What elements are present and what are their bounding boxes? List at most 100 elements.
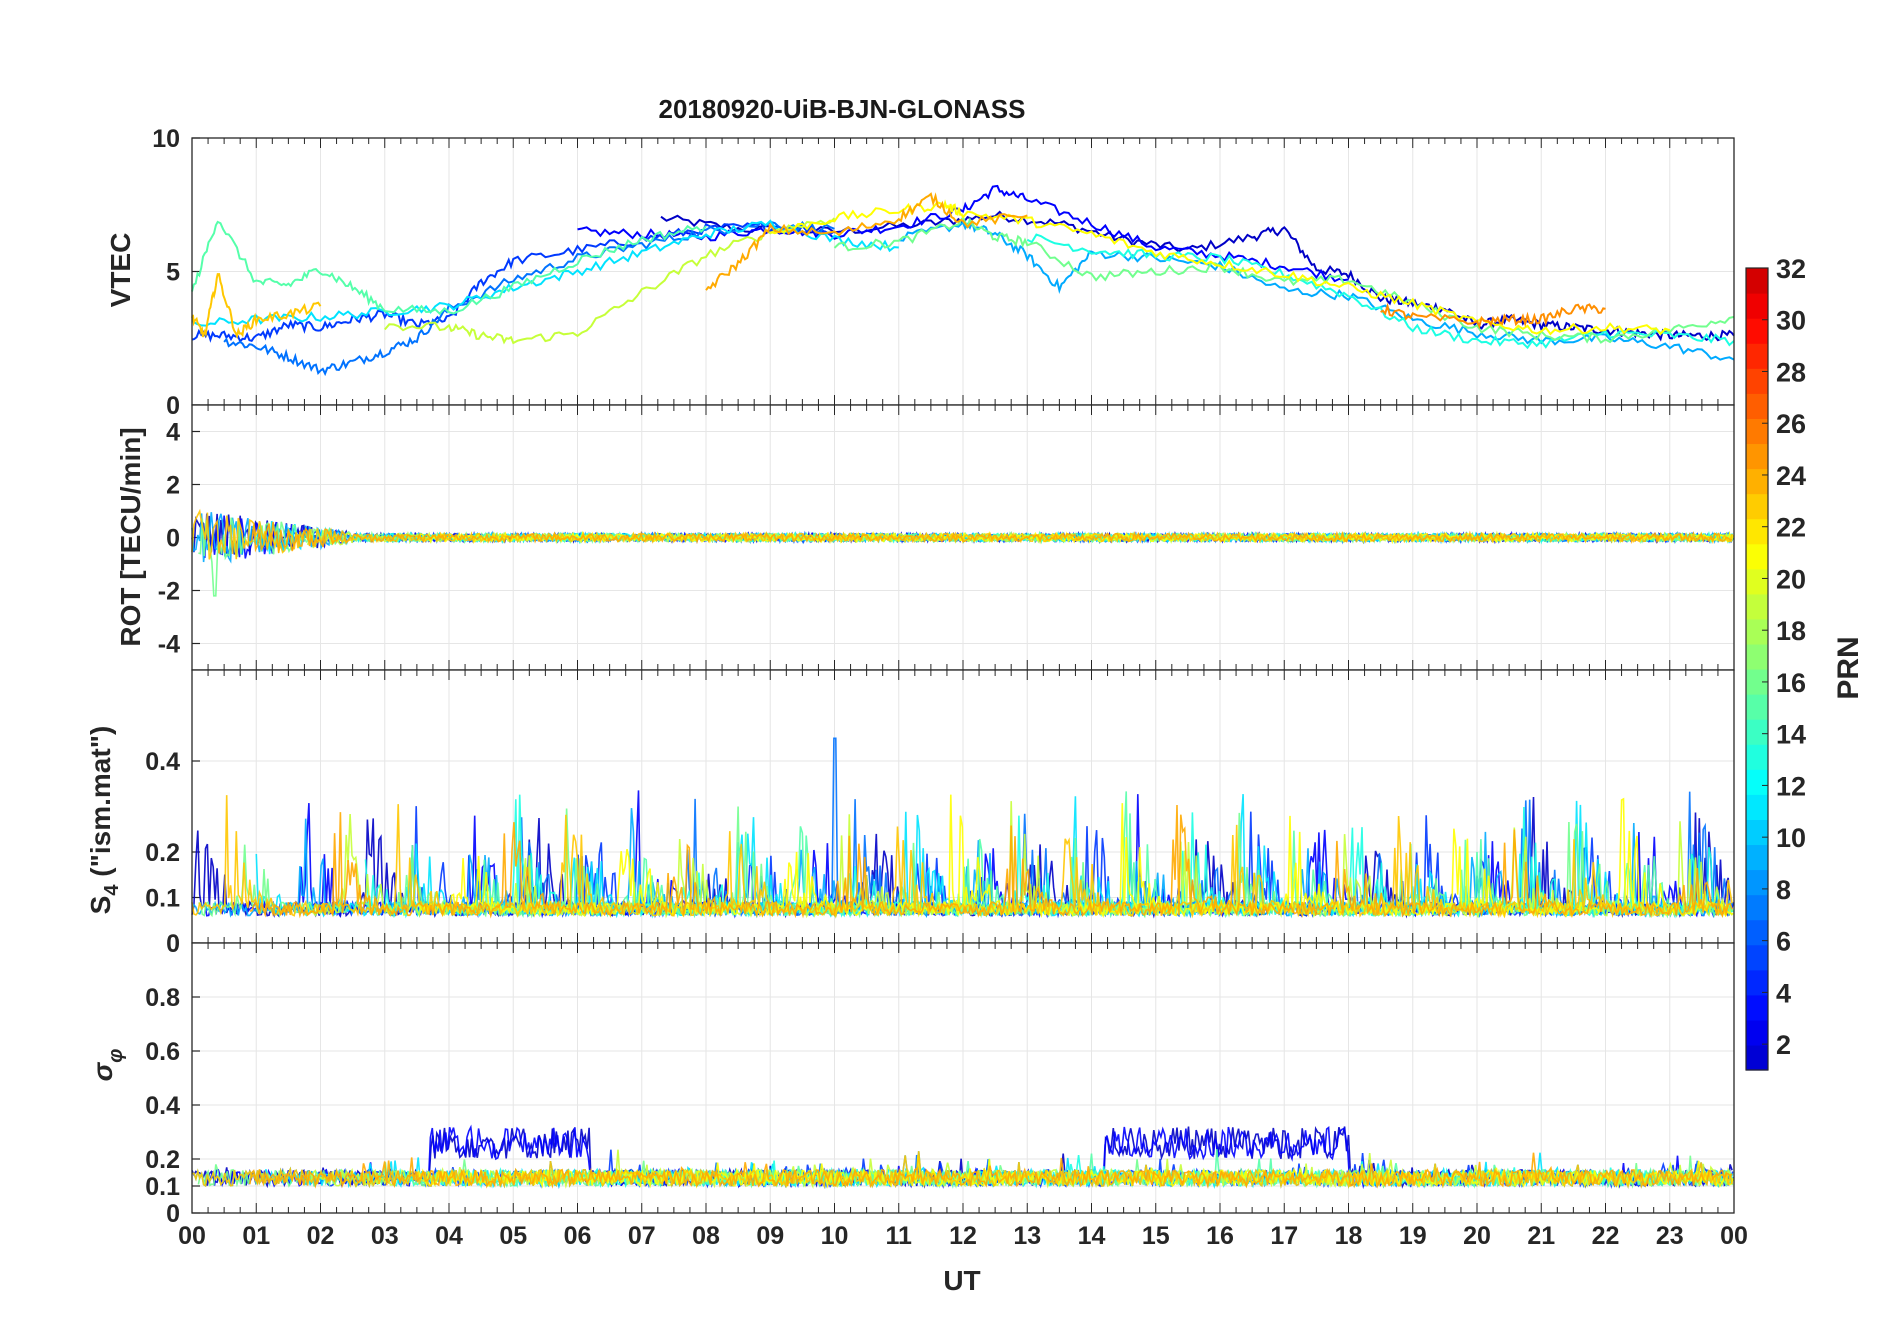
vtec-series-prn-19 [384,217,836,345]
vtec-series-prn-16 [833,215,1735,344]
x-tick-label: 14 [1078,1222,1106,1250]
x-tick-label: 11 [886,1222,913,1250]
colorbar-segment [1746,694,1768,720]
rot-panel: -4 -2 0 2 4 [158,404,1735,671]
x-tick-label: 17 [1270,1222,1298,1250]
colorbar-tick-label: 22 [1776,513,1806,543]
colorbar-segment [1746,368,1768,394]
rot-axis-label: ROT [TECU/min] [115,427,146,646]
vtec-series-prn-25 [1380,302,1606,330]
sigma-phi-series-prn-23 [191,1151,1733,1190]
vtec-series-prn-13 [1026,233,1735,350]
colorbar-segment [1746,1019,1768,1046]
vtec-series-prn-21 [770,199,1671,336]
colorbar-segment [1746,393,1768,419]
sigma-phi-ytick-label: 0 [166,1200,180,1228]
x-tick-label: 02 [307,1222,335,1250]
x-axis-label: UT [943,1265,980,1296]
colorbar-segment [1746,669,1768,695]
vtec-ytick-label: 10 [152,125,180,153]
vtec-axis-label: VTEC [105,233,136,308]
colorbar-segment [1746,268,1768,294]
colorbar-tick-label: 26 [1776,409,1806,439]
colorbar-tick-label: 6 [1776,927,1791,957]
colorbar-tick-label: 8 [1776,875,1791,905]
colorbar-segment [1746,568,1768,595]
s4-panel: 0 0.1 0.2 0.4 [145,669,1735,958]
colorbar-segment [1746,343,1768,369]
colorbar-segment [1746,744,1768,770]
vtec-series-group [191,184,1735,377]
rot-series-group [191,508,1735,597]
colorbar-segment [1746,719,1768,745]
rot-ytick-label: -4 [158,631,180,659]
colorbar-segment [1746,468,1768,495]
colorbar-tick-label: 10 [1776,823,1806,853]
x-tick-label: 04 [435,1222,463,1250]
x-axis: 00 01 02 03 04 05 06 07 08 09 10 11 12 13 14 15 16 17 18 19… [178,1222,1748,1250]
vtec-series-prn-15 [191,220,707,316]
colorbar-segment [1746,443,1768,470]
x-tick-label: 09 [756,1222,784,1250]
colorbar-segment [1746,769,1768,795]
s4-series-prn-24 [249,804,1733,919]
s4-ytick-label: 0.4 [145,748,180,776]
colorbar-tick-label: 16 [1776,668,1806,698]
s4-series-group [191,737,1735,919]
colorbar-segment [1746,418,1768,445]
colorbar-tick-label: 12 [1776,771,1806,801]
colorbar-segment [1746,844,1768,871]
sigma-phi-axis-label: σφ [87,1049,127,1082]
x-tick-label: 06 [564,1222,592,1250]
colorbar-tick-label: 14 [1776,720,1806,750]
vtec-series-prn-24 [705,192,1028,291]
sigma-phi-frame [191,942,1735,1214]
colorbar-segment [1746,869,1768,896]
colorbar-segment [1746,543,1768,570]
x-tick-label: 10 [821,1222,849,1250]
rot-ytick-label: -2 [158,578,180,606]
s4-ytick-label: 0.2 [145,839,180,867]
colorbar-segment [1746,794,1768,820]
colorbar-tick-label: 30 [1776,306,1806,336]
colorbar-segment [1746,293,1768,319]
x-tick-label: 03 [371,1222,399,1250]
vtec-ytick-label: 0 [166,392,180,420]
sigma-phi-ytick-label: 0.2 [145,1146,180,1174]
colorbar-tick-label: 32 [1776,254,1806,284]
vtec-series-prn-7 [223,220,835,377]
x-tick-label: 00 [1720,1222,1748,1250]
x-tick-label: 16 [1206,1222,1234,1250]
sigma-phi-ytick-label: 0.1 [145,1173,180,1201]
x-tick-label: 23 [1656,1222,1684,1250]
x-tick-label: 21 [1527,1222,1555,1250]
x-tick-label: 20 [1463,1222,1491,1250]
colorbar-segment [1746,944,1768,971]
x-tick-label: 05 [499,1222,527,1250]
rot-ytick-label: 4 [166,419,180,447]
x-tick-label: 19 [1399,1222,1427,1250]
vtec-panel: 0 5 10 [152,125,1735,420]
sigma-phi-panel: 00.10.2 0.4 0.6 0.8 [145,942,1735,1228]
sigma-phi-ytick-label: 0.8 [145,984,180,1012]
colorbar-segment [1746,819,1768,846]
colorbar-segment [1746,894,1768,921]
rot-ytick-label: 2 [166,472,180,500]
chart-title: 20180920-UiB-BJN-GLONASS [658,94,1025,124]
x-tick-label: 15 [1142,1222,1170,1250]
x-tick-label: 13 [1013,1222,1041,1250]
vtec-series-prn-23 [191,273,322,340]
colorbar-segment [1746,969,1768,996]
s4-ytick-label: 0 [166,930,180,958]
vtec-ytick-label: 5 [166,259,180,287]
colorbar-segment [1746,593,1768,620]
x-tick-label: 00 [178,1222,206,1250]
colorbar-tick-label: 28 [1776,357,1806,387]
x-tick-label: 12 [949,1222,977,1250]
sigma-phi-ytick-label: 0.4 [145,1092,180,1120]
s4-axis-label: S4 ("ism.mat") [85,726,123,915]
colorbar-segment [1746,919,1768,946]
rot-ytick-label: 0 [166,525,180,553]
x-tick-label: 18 [1335,1222,1363,1250]
